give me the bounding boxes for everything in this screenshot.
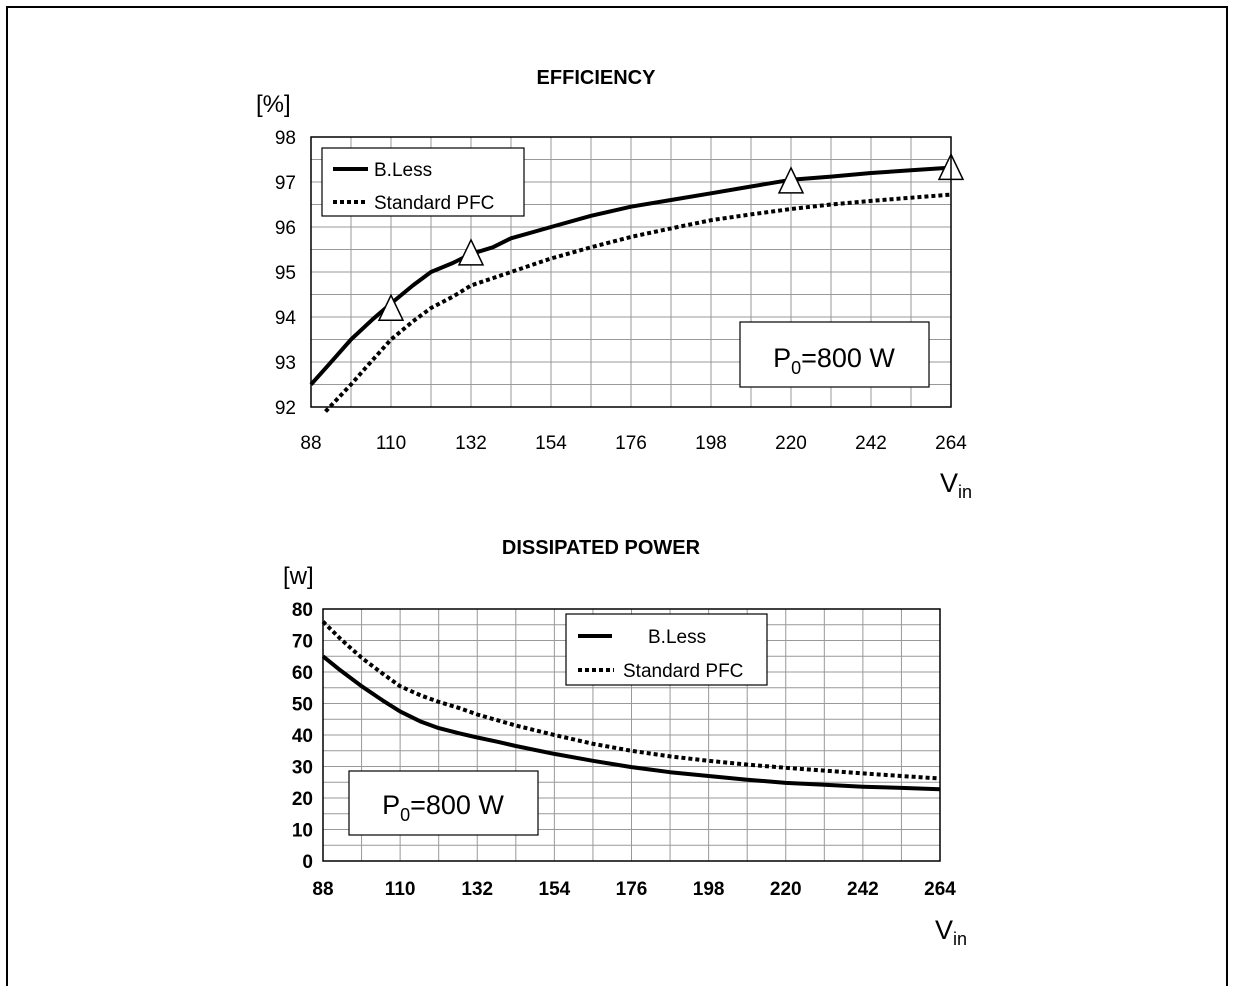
- x-tick-label: 242: [855, 433, 887, 454]
- efficiency-chart: EFFICIENCY [%] 92 93 94 95 96 97 98 88 110 132 15…: [256, 67, 972, 502]
- efficiency-legend-box: [321, 147, 525, 217]
- power-legend-label-standard: Standard PFC: [623, 661, 743, 682]
- y-tick-label: 96: [275, 218, 296, 239]
- power-legend-box: [565, 613, 768, 686]
- dissipated-power-chart: DISSIPATED POWER [w] 0 10 20 30 40 50 60 70 80 8…: [283, 537, 967, 949]
- series-line-bless: [309, 165, 952, 386]
- y-tick-label: 97: [275, 173, 296, 194]
- power-power-annotation: P0=800 W: [348, 770, 539, 836]
- x-tick-label: 154: [535, 433, 567, 454]
- y-tick-label: 95: [275, 263, 296, 284]
- power-y-unit-label: [w]: [283, 563, 314, 590]
- efficiency-annotation-box: [739, 321, 930, 388]
- power-x-tick-labels: 88 110 132 154 176 198 220 242 264: [312, 879, 956, 900]
- power-title: DISSIPATED POWER: [502, 537, 701, 559]
- triangle-marker: [777, 166, 805, 194]
- triangle-marker: [457, 238, 485, 266]
- power-annotation-sub: 0: [400, 805, 410, 825]
- x-tick-label: 88: [312, 879, 333, 900]
- efficiency-x-axis-label: Vin: [940, 468, 972, 502]
- power-series-lines: [321, 620, 941, 792]
- x-tick-label: 264: [924, 879, 956, 900]
- efficiency-annotation-text: P0=800 W: [773, 343, 895, 378]
- efficiency-legend-label-standard: Standard PFC: [374, 193, 494, 214]
- x-tick-label: 110: [385, 879, 416, 900]
- efficiency-legend: B.Less Standard PFC: [321, 147, 525, 217]
- efficiency-y-tick-labels: 92 93 94 95 96 97 98: [275, 128, 297, 419]
- y-tick-label: 30: [292, 758, 313, 779]
- y-tick-label: 98: [275, 128, 296, 149]
- efficiency-x-tick-labels: 88 110 132 154 176 198 220 242 264: [300, 433, 967, 454]
- x-tick-label: 176: [615, 433, 647, 454]
- efficiency-x-label-main: V: [940, 468, 958, 498]
- x-tick-label: 176: [616, 879, 648, 900]
- power-legend-label-bless: B.Less: [648, 627, 706, 648]
- y-tick-label: 94: [275, 308, 297, 329]
- y-tick-label: 0: [302, 852, 313, 873]
- x-tick-label: 220: [770, 879, 802, 900]
- power-x-label-sub: in: [953, 929, 967, 949]
- y-tick-label: 93: [275, 353, 296, 374]
- efficiency-plot-border: [310, 136, 952, 408]
- x-tick-label: 242: [847, 879, 879, 900]
- y-tick-label: 80: [292, 600, 313, 621]
- power-annotation-text: P0=800 W: [382, 790, 504, 825]
- x-tick-label: 220: [775, 433, 807, 454]
- power-annotation-box: [348, 770, 539, 836]
- y-tick-label: 40: [292, 726, 313, 747]
- x-tick-label: 198: [695, 433, 727, 454]
- efficiency-legend-label-bless: B.Less: [374, 160, 432, 181]
- series-line-standard-pfc: [321, 620, 941, 781]
- x-tick-label: 110: [376, 433, 406, 454]
- efficiency-x-label-sub: in: [958, 482, 972, 502]
- series-line-bless: [321, 654, 941, 792]
- power-annotation-main: P: [382, 790, 400, 820]
- y-tick-label: 50: [292, 695, 313, 716]
- efficiency-y-unit-label: [%]: [256, 91, 291, 118]
- y-tick-label: 10: [292, 821, 313, 842]
- power-legend: B.Less Standard PFC: [565, 613, 768, 686]
- page-frame: [6, 6, 1228, 986]
- efficiency-annotation-rest: =800 W: [801, 343, 895, 373]
- power-y-tick-labels: 0 10 20 30 40 50 60 70 80: [292, 600, 313, 873]
- x-tick-label: 88: [300, 433, 321, 454]
- power-annotation-rest: =800 W: [410, 790, 504, 820]
- efficiency-annotation-main: P: [773, 343, 791, 373]
- efficiency-title: EFFICIENCY: [537, 67, 657, 89]
- x-tick-label: 132: [461, 879, 493, 900]
- x-tick-label: 198: [693, 879, 725, 900]
- power-plot-border: [322, 608, 941, 862]
- power-x-axis-label: Vin: [935, 915, 967, 949]
- triangle-marker: [377, 293, 405, 321]
- efficiency-annotation-sub: 0: [791, 358, 801, 378]
- efficiency-series-lines: [309, 165, 952, 413]
- x-tick-label: 154: [539, 879, 571, 900]
- efficiency-power-annotation: P0=800 W: [739, 321, 930, 388]
- y-tick-label: 60: [292, 663, 313, 684]
- y-tick-label: 92: [275, 398, 296, 419]
- x-tick-label: 132: [455, 433, 487, 454]
- y-tick-label: 20: [292, 789, 313, 810]
- y-tick-label: 70: [292, 632, 313, 653]
- power-x-label-main: V: [935, 915, 953, 945]
- x-tick-label: 264: [935, 433, 967, 454]
